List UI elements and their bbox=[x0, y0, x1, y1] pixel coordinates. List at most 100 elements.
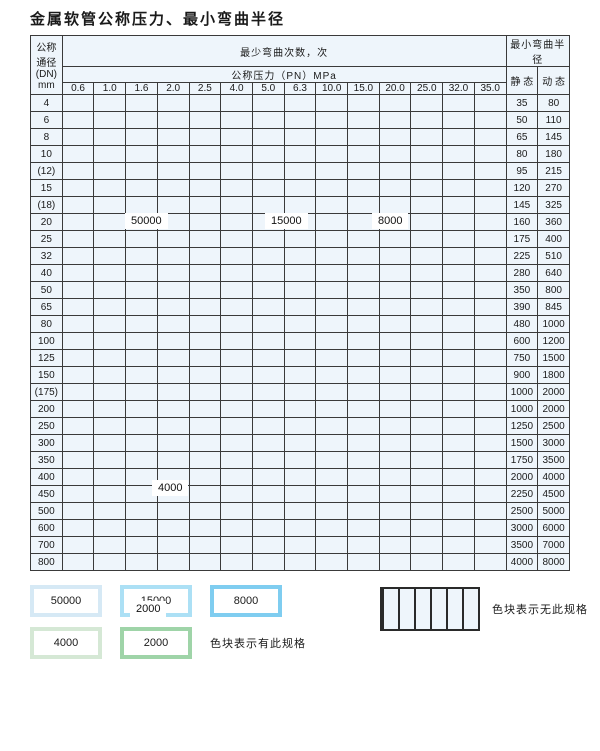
spec-cell-50000 bbox=[188, 196, 222, 214]
spec-cell-none bbox=[347, 366, 380, 384]
spec-cell-15000 bbox=[251, 162, 285, 180]
spec-cell-4000 bbox=[93, 332, 127, 350]
radius-dynamic-cell: 215 bbox=[537, 162, 570, 180]
spec-cell-8000 bbox=[315, 145, 349, 163]
dn-header-line-0: 公称 bbox=[36, 43, 57, 54]
spec-cell-none bbox=[442, 230, 475, 248]
header-row-group: 公称 通径 (DN) mm 最少弯曲次数，次 最小弯曲半径 bbox=[30, 35, 571, 95]
dn-value-cell: 300 bbox=[30, 434, 63, 452]
table-row: 6 50 110 bbox=[30, 111, 570, 129]
radius-dynamic-cell: 4000 bbox=[537, 468, 570, 486]
spec-cell-2000 bbox=[93, 519, 127, 537]
dn-header-line-1: 通径 bbox=[36, 58, 57, 69]
spec-cell-4000 bbox=[61, 383, 95, 401]
spec-cell-50000 bbox=[61, 162, 95, 180]
dn-value-cell: 200 bbox=[30, 400, 63, 418]
dn-header-line-2: (DN) bbox=[35, 69, 57, 80]
spec-cell-none bbox=[410, 553, 444, 571]
spec-cell-4000 bbox=[93, 366, 127, 384]
callout-label: 2000 bbox=[130, 601, 167, 617]
spec-cell-50000 bbox=[93, 213, 127, 231]
radius-dynamic-cell: 80 bbox=[537, 94, 570, 112]
radius-static-cell: 3000 bbox=[505, 519, 539, 537]
spec-cell-15000 bbox=[220, 179, 253, 197]
table-row: 450 2250 4500 bbox=[30, 485, 570, 503]
spec-cell-none bbox=[473, 230, 507, 248]
pressure-column-header: 1.0 bbox=[93, 82, 127, 95]
radius-dynamic-cell: 510 bbox=[537, 247, 570, 265]
spec-cell-4000 bbox=[188, 349, 222, 367]
dn-header-line-3: mm bbox=[38, 80, 55, 91]
bend-count-header: 最少弯曲次数，次 bbox=[61, 35, 507, 67]
pressure-column-header: 1.6 bbox=[125, 82, 158, 95]
spec-cell-none bbox=[347, 468, 380, 486]
spec-cell-15000 bbox=[251, 145, 285, 163]
dn-value-cell: 4 bbox=[30, 94, 63, 112]
spec-cell-50000 bbox=[188, 230, 222, 248]
spec-cell-2000 bbox=[61, 553, 95, 571]
spec-cell-none bbox=[220, 519, 253, 537]
spec-cell-none bbox=[378, 298, 412, 316]
spec-cell-8000 bbox=[347, 230, 380, 248]
spec-cell-8000 bbox=[410, 111, 444, 129]
callout-label: 50000 bbox=[125, 213, 168, 229]
spec-cell-none bbox=[410, 230, 444, 248]
spec-cell-none bbox=[378, 485, 412, 503]
spec-cell-none bbox=[410, 468, 444, 486]
spec-cell-none bbox=[283, 451, 317, 469]
spec-cell-none bbox=[315, 366, 349, 384]
spec-cell-none bbox=[283, 315, 317, 333]
spec-cell-50000 bbox=[93, 179, 127, 197]
spec-cell-4000 bbox=[93, 349, 127, 367]
spec-cell-none bbox=[410, 519, 444, 537]
spec-cell-50000 bbox=[125, 145, 158, 163]
spec-cell-4000 bbox=[125, 332, 158, 350]
radius-group-header: 最小弯曲半径 bbox=[505, 35, 571, 67]
radius-static-cell: 390 bbox=[505, 298, 539, 316]
dn-value-cell: 80 bbox=[30, 315, 63, 333]
spec-cell-50000 bbox=[93, 247, 127, 265]
spec-cell-none bbox=[378, 247, 412, 265]
spec-cell-50000 bbox=[61, 281, 95, 299]
spec-cell-15000 bbox=[283, 111, 317, 129]
spec-cell-none bbox=[473, 111, 507, 129]
legend-row-green: 4000 2000 色块表示有此规格 bbox=[30, 627, 600, 659]
radius-static-cell: 2250 bbox=[505, 485, 539, 503]
spec-cell-15000 bbox=[220, 247, 253, 265]
spec-cell-4000 bbox=[156, 434, 190, 452]
pressure-column-header: 2.0 bbox=[156, 82, 190, 95]
dn-value-cell: 600 bbox=[30, 519, 63, 537]
spec-cell-none bbox=[315, 281, 349, 299]
spec-cell-2000 bbox=[93, 536, 127, 554]
spec-cell-4000 bbox=[188, 383, 222, 401]
spec-cell-none bbox=[378, 434, 412, 452]
spec-cell-4000 bbox=[61, 332, 95, 350]
spec-cell-none bbox=[473, 553, 507, 571]
spec-cell-15000 bbox=[220, 298, 253, 316]
spec-cell-none bbox=[410, 349, 444, 367]
spec-cell-none bbox=[442, 502, 475, 520]
radius-dynamic-cell: 1500 bbox=[537, 349, 570, 367]
spec-cell-2000 bbox=[93, 553, 127, 571]
spec-cell-15000 bbox=[442, 94, 475, 112]
pressure-column-header: 15.0 bbox=[347, 82, 380, 95]
spec-cell-none bbox=[410, 298, 444, 316]
spec-cell-50000 bbox=[61, 298, 95, 316]
spec-cell-2000 bbox=[156, 502, 190, 520]
dn-value-cell: (18) bbox=[30, 196, 63, 214]
spec-cell-50000 bbox=[125, 111, 158, 129]
spec-cell-15000 bbox=[156, 281, 190, 299]
pressure-column-header: 20.0 bbox=[378, 82, 412, 95]
callout-label: 15000 bbox=[265, 213, 308, 229]
spec-cell-50000 bbox=[188, 162, 222, 180]
spec-cell-50000 bbox=[61, 179, 95, 197]
spec-cell-8000 bbox=[378, 162, 412, 180]
spec-cell-50000 bbox=[61, 94, 95, 112]
spec-cell-15000 bbox=[220, 196, 253, 214]
spec-cell-none bbox=[442, 349, 475, 367]
spec-cell-none bbox=[442, 451, 475, 469]
spec-cell-4000 bbox=[125, 434, 158, 452]
spec-cell-none bbox=[442, 536, 475, 554]
spec-cell-15000 bbox=[220, 94, 253, 112]
spec-cell-none bbox=[283, 349, 317, 367]
